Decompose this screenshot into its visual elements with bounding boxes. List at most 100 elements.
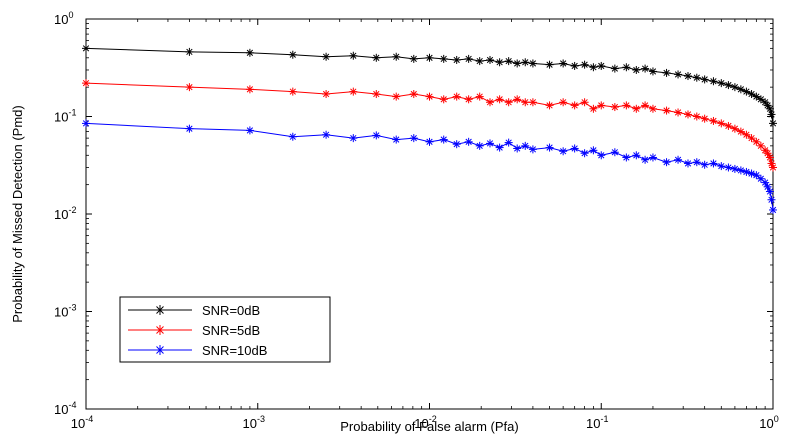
data-point [765, 187, 774, 196]
data-point [392, 135, 401, 144]
data-point [684, 159, 693, 168]
data-point [464, 137, 473, 146]
data-point [82, 44, 90, 53]
legend-label: SNR=5dB [202, 323, 260, 338]
x-tick-label: 10-1 [586, 414, 608, 431]
data-point [288, 132, 297, 141]
data-point [752, 171, 761, 180]
data-point [700, 114, 709, 123]
data-point [730, 124, 739, 133]
data-point [185, 47, 194, 56]
data-point [692, 158, 701, 167]
data-point [742, 167, 751, 176]
legend-marker [155, 325, 165, 335]
data-point [641, 101, 650, 110]
legend-entry: SNR=5dB [128, 323, 260, 338]
series-group [82, 44, 777, 214]
data-point [349, 134, 358, 143]
data-point [717, 119, 726, 128]
data-point [610, 103, 619, 112]
data-point [425, 137, 434, 146]
data-point [545, 143, 554, 152]
data-point [632, 104, 641, 113]
data-point [528, 145, 537, 154]
data-point [521, 98, 530, 107]
data-point [717, 79, 726, 88]
data-point [322, 52, 331, 61]
data-point [504, 138, 513, 147]
data-point [452, 140, 461, 149]
data-point [597, 61, 606, 70]
series-1 [82, 44, 777, 128]
data-point [475, 57, 484, 66]
data-point [580, 60, 589, 69]
data-point [392, 52, 401, 61]
data-point [495, 143, 504, 152]
data-point [504, 57, 513, 66]
data-point [692, 73, 701, 82]
data-point [767, 195, 776, 204]
data-point [736, 166, 745, 175]
data-point [674, 70, 683, 79]
legend-entry: SNR=10dB [128, 343, 267, 358]
data-point [245, 48, 254, 57]
data-point [709, 159, 718, 168]
data-point [185, 124, 194, 133]
data-point [545, 60, 554, 69]
data-point [724, 81, 733, 90]
data-point [485, 98, 494, 107]
data-point [674, 155, 683, 164]
data-point [322, 130, 331, 139]
data-point [769, 163, 777, 172]
data-point [632, 65, 641, 74]
data-point [763, 149, 772, 158]
data-point [742, 87, 751, 96]
data-point [662, 106, 671, 115]
data-point [372, 131, 381, 140]
legend-marker [155, 305, 165, 315]
data-point [570, 61, 579, 70]
data-point [641, 155, 650, 164]
x-tick-label: 10-2 [414, 414, 436, 431]
data-point [82, 79, 90, 88]
y-tick-label: 100 [54, 10, 73, 27]
data-point [288, 87, 297, 96]
data-point [597, 151, 606, 160]
data-point [610, 148, 619, 157]
data-point [513, 59, 522, 68]
data-point [464, 95, 473, 104]
data-point [684, 72, 693, 81]
y-tick-label: 10-1 [54, 108, 76, 125]
data-point [464, 54, 473, 63]
data-point [475, 92, 484, 101]
data-point [439, 95, 448, 104]
data-point [513, 144, 522, 153]
data-point [349, 51, 358, 60]
data-point [747, 134, 756, 143]
data-point [692, 112, 701, 121]
data-point [570, 144, 579, 153]
data-point [724, 121, 733, 130]
data-point [452, 92, 461, 101]
data-point [641, 64, 650, 73]
data-point [648, 67, 657, 76]
data-point [648, 104, 657, 113]
data-point [730, 164, 739, 173]
data-point [730, 83, 739, 92]
data-point [372, 90, 381, 99]
data-point [700, 75, 709, 84]
data-point [245, 126, 254, 135]
y-tick-label: 10-3 [54, 303, 76, 320]
data-point [622, 153, 631, 162]
data-point [245, 85, 254, 94]
data-point [597, 101, 606, 110]
data-point [769, 119, 777, 128]
data-point [485, 55, 494, 64]
legend-label: SNR=10dB [202, 343, 267, 358]
data-point [504, 98, 513, 107]
x-axis-title: Probability of False alarm (Pfa) [340, 419, 518, 434]
data-point [700, 160, 709, 169]
data-point [752, 137, 761, 146]
y-axis-title: Probability of Missed Detection (Pmd) [10, 105, 25, 322]
